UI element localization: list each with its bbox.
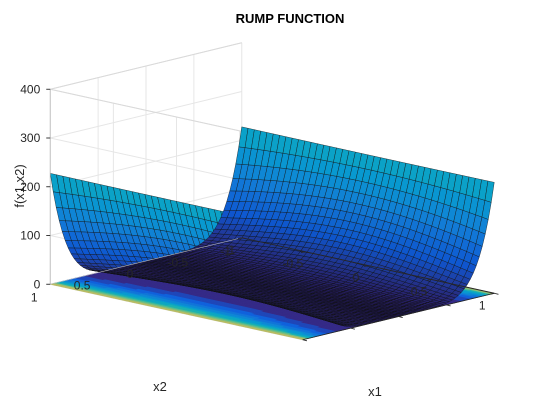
figure: -1 -0.5 0 0.5 1 -1 -0.5 0 0.5 1 0 100 200 300 400 RUMP… <box>12 11 499 399</box>
